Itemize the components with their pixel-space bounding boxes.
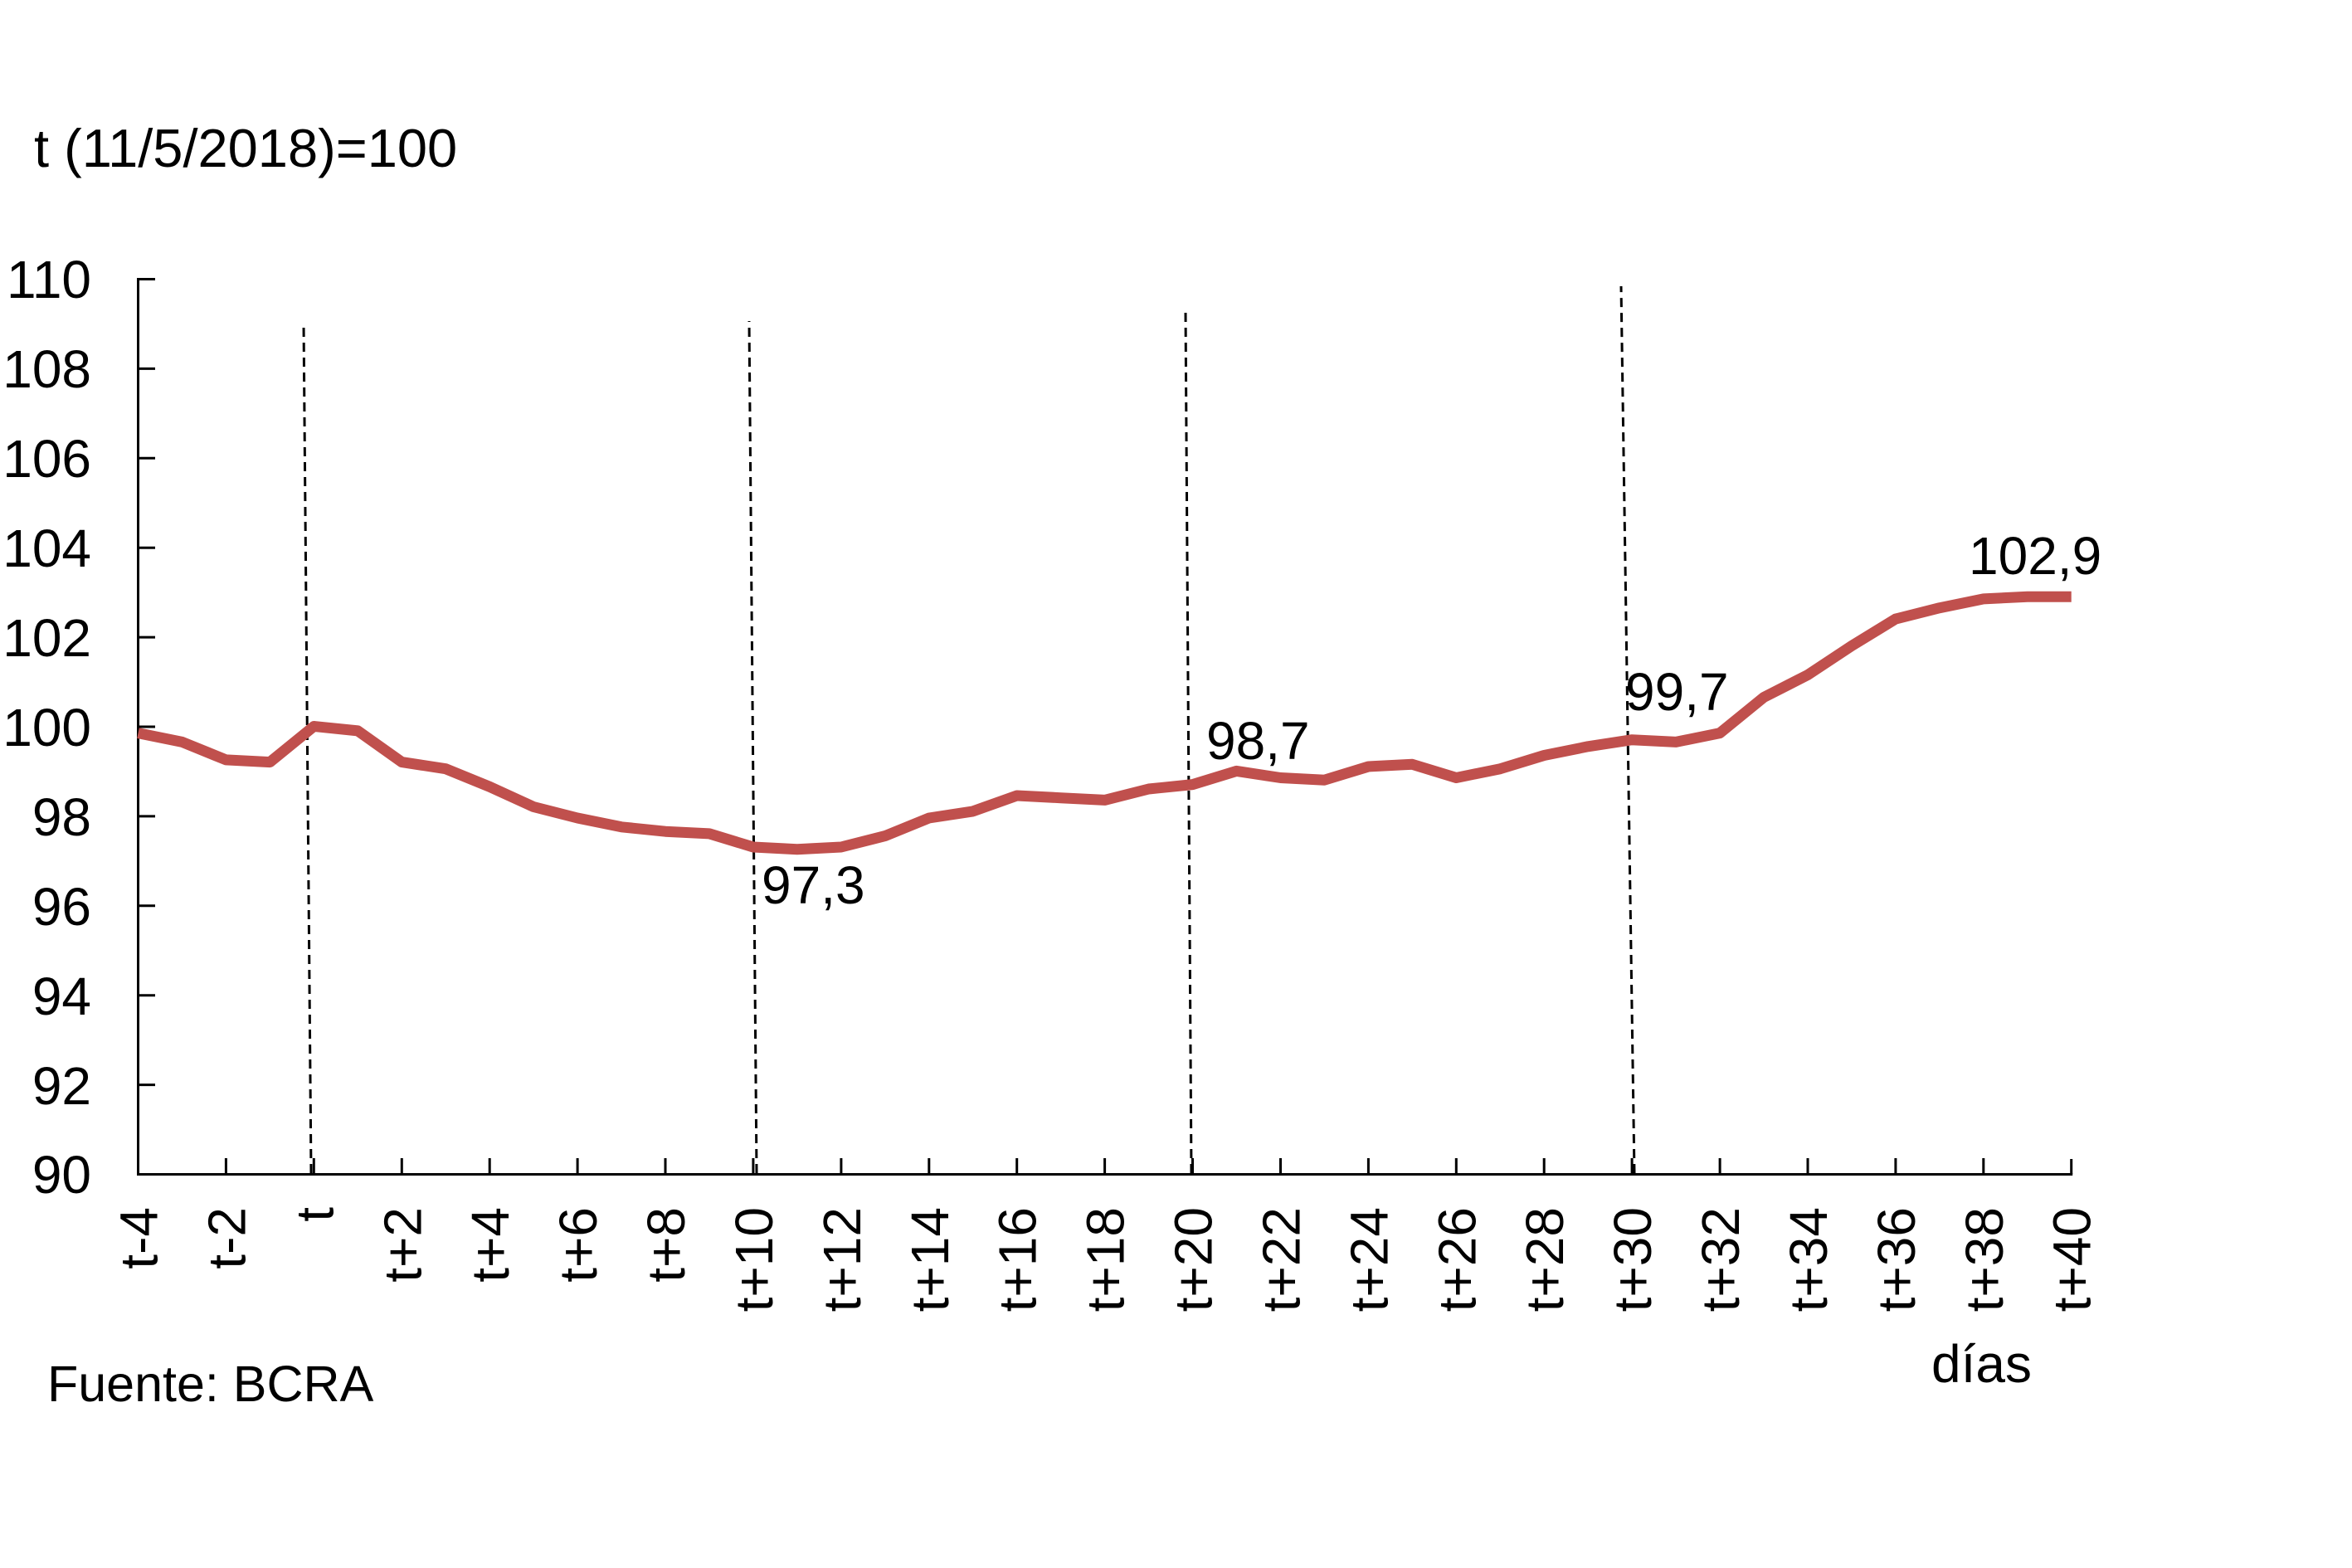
svg-text:t+36: t+36 bbox=[1867, 1207, 1926, 1312]
svg-text:t+24: t+24 bbox=[1339, 1207, 1399, 1312]
svg-text:t+34: t+34 bbox=[1779, 1207, 1838, 1312]
svg-text:t-2: t-2 bbox=[197, 1207, 256, 1269]
svg-text:t+2: t+2 bbox=[373, 1207, 432, 1283]
svg-text:t+38: t+38 bbox=[1955, 1207, 2014, 1312]
svg-text:t+6: t+6 bbox=[548, 1207, 608, 1283]
svg-text:99,7: 99,7 bbox=[1625, 662, 1729, 722]
svg-text:t+20: t+20 bbox=[1164, 1207, 1224, 1312]
svg-text:t+10: t+10 bbox=[724, 1207, 784, 1312]
svg-text:t+26: t+26 bbox=[1427, 1207, 1487, 1312]
svg-text:110: 110 bbox=[7, 250, 91, 309]
svg-text:106: 106 bbox=[2, 429, 91, 489]
svg-text:97,3: 97,3 bbox=[762, 855, 865, 915]
svg-text:92: 92 bbox=[32, 1056, 91, 1116]
svg-text:t+40: t+40 bbox=[2043, 1207, 2102, 1312]
svg-text:98: 98 bbox=[32, 787, 91, 847]
svg-text:t+28: t+28 bbox=[1515, 1207, 1575, 1312]
svg-text:t+18: t+18 bbox=[1076, 1207, 1136, 1312]
svg-text:108: 108 bbox=[2, 339, 91, 399]
svg-text:t+30: t+30 bbox=[1603, 1207, 1663, 1312]
svg-text:98,7: 98,7 bbox=[1206, 711, 1310, 771]
svg-text:102,9: 102,9 bbox=[1969, 526, 2101, 586]
svg-text:t+12: t+12 bbox=[812, 1207, 872, 1312]
svg-text:t+14: t+14 bbox=[900, 1207, 960, 1312]
svg-text:90: 90 bbox=[32, 1145, 91, 1205]
svg-text:96: 96 bbox=[32, 877, 91, 937]
svg-text:100: 100 bbox=[2, 698, 91, 757]
svg-text:t+32: t+32 bbox=[1691, 1207, 1751, 1312]
svg-text:t+4: t+4 bbox=[460, 1207, 520, 1283]
svg-text:Fuente: BCRA: Fuente: BCRA bbox=[47, 1356, 374, 1412]
svg-text:104: 104 bbox=[2, 519, 91, 578]
svg-text:102: 102 bbox=[2, 608, 91, 668]
svg-text:94: 94 bbox=[32, 967, 91, 1026]
svg-text:t+8: t+8 bbox=[636, 1207, 696, 1283]
svg-text:t+22: t+22 bbox=[1252, 1207, 1312, 1312]
svg-text:días: días bbox=[1931, 1334, 2032, 1394]
svg-text:t-4: t-4 bbox=[110, 1207, 169, 1269]
svg-text:t (11/5/2018)=100: t (11/5/2018)=100 bbox=[34, 118, 457, 178]
svg-text:t+16: t+16 bbox=[988, 1207, 1048, 1312]
svg-text:t: t bbox=[285, 1207, 344, 1222]
